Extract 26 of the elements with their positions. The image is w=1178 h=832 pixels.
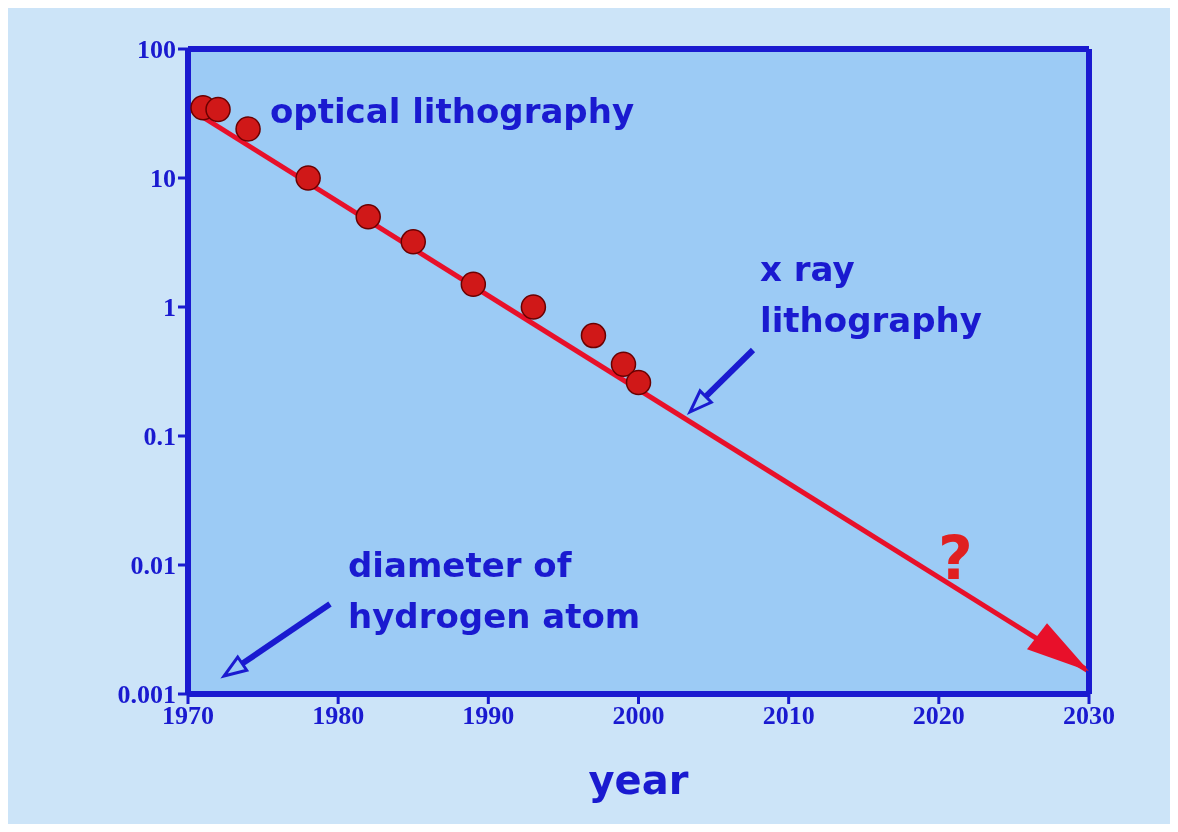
point xyxy=(205,96,231,123)
x-tick-label: 2030 xyxy=(1063,701,1115,731)
x-tick-label: 2000 xyxy=(612,701,665,731)
annotation: optical lithography xyxy=(270,90,635,133)
x-axis-title: year xyxy=(588,757,689,803)
x-tick-label: 1980 xyxy=(312,701,365,731)
annotation: diameter of hydrogen atom xyxy=(348,544,641,638)
x-tick-label: 2020 xyxy=(912,701,965,731)
annotation: ? xyxy=(938,522,973,595)
y-tick-label: 0.1 xyxy=(143,422,176,452)
point xyxy=(400,229,426,255)
annotation: x ray lithography xyxy=(760,248,982,342)
point xyxy=(580,322,607,349)
point xyxy=(520,294,547,320)
point xyxy=(625,369,652,396)
y-tick-label: 100 xyxy=(137,35,176,65)
x-tick-label: 2010 xyxy=(762,701,815,731)
point xyxy=(295,165,321,191)
y-tick-label: 0.01 xyxy=(130,551,176,581)
point xyxy=(460,271,487,298)
x-tick-label: 1990 xyxy=(462,701,515,731)
point xyxy=(235,116,261,142)
y-tick-label: 1 xyxy=(163,293,176,323)
point xyxy=(355,204,381,230)
y-tick-label: 10 xyxy=(150,164,176,194)
point xyxy=(610,351,637,377)
